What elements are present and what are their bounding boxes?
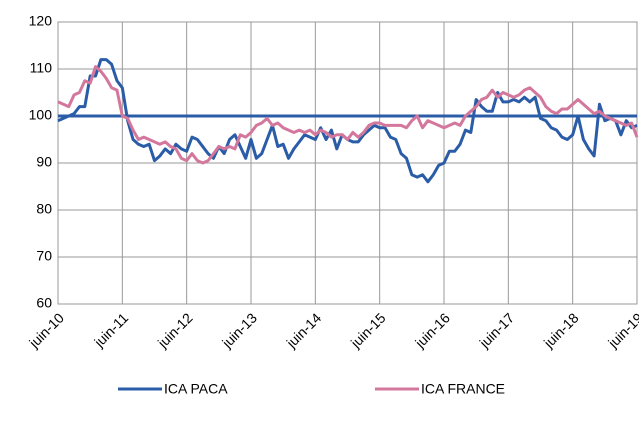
x-tick-label: juin-13 (218, 310, 260, 352)
x-tick-label: juin-12 (154, 310, 196, 352)
x-tick-label: juin-15 (347, 310, 389, 352)
legend-label: ICA FRANCE (421, 381, 505, 397)
y-tick-label: 110 (30, 60, 53, 76)
x-tick-label: juin-19 (604, 310, 639, 352)
y-tick-label: 120 (29, 13, 53, 29)
x-tick-label: juin-18 (540, 310, 582, 352)
y-tick-label: 80 (36, 201, 52, 217)
x-tick-label: juin-11 (90, 310, 131, 351)
x-tick-label: juin-17 (476, 310, 518, 352)
plot-border (57, 21, 638, 305)
y-tick-label: 90 (36, 154, 52, 170)
series-line (57, 65, 639, 165)
legend-label: ICA PACA (164, 381, 228, 397)
x-tick-label: juin-14 (283, 310, 325, 352)
x-tick-label: juin-16 (411, 310, 453, 352)
y-tick-label: 70 (36, 248, 52, 264)
x-tick-label: juin-10 (25, 310, 67, 352)
y-tick-label: 100 (29, 107, 53, 123)
y-tick-label: 60 (36, 295, 52, 311)
